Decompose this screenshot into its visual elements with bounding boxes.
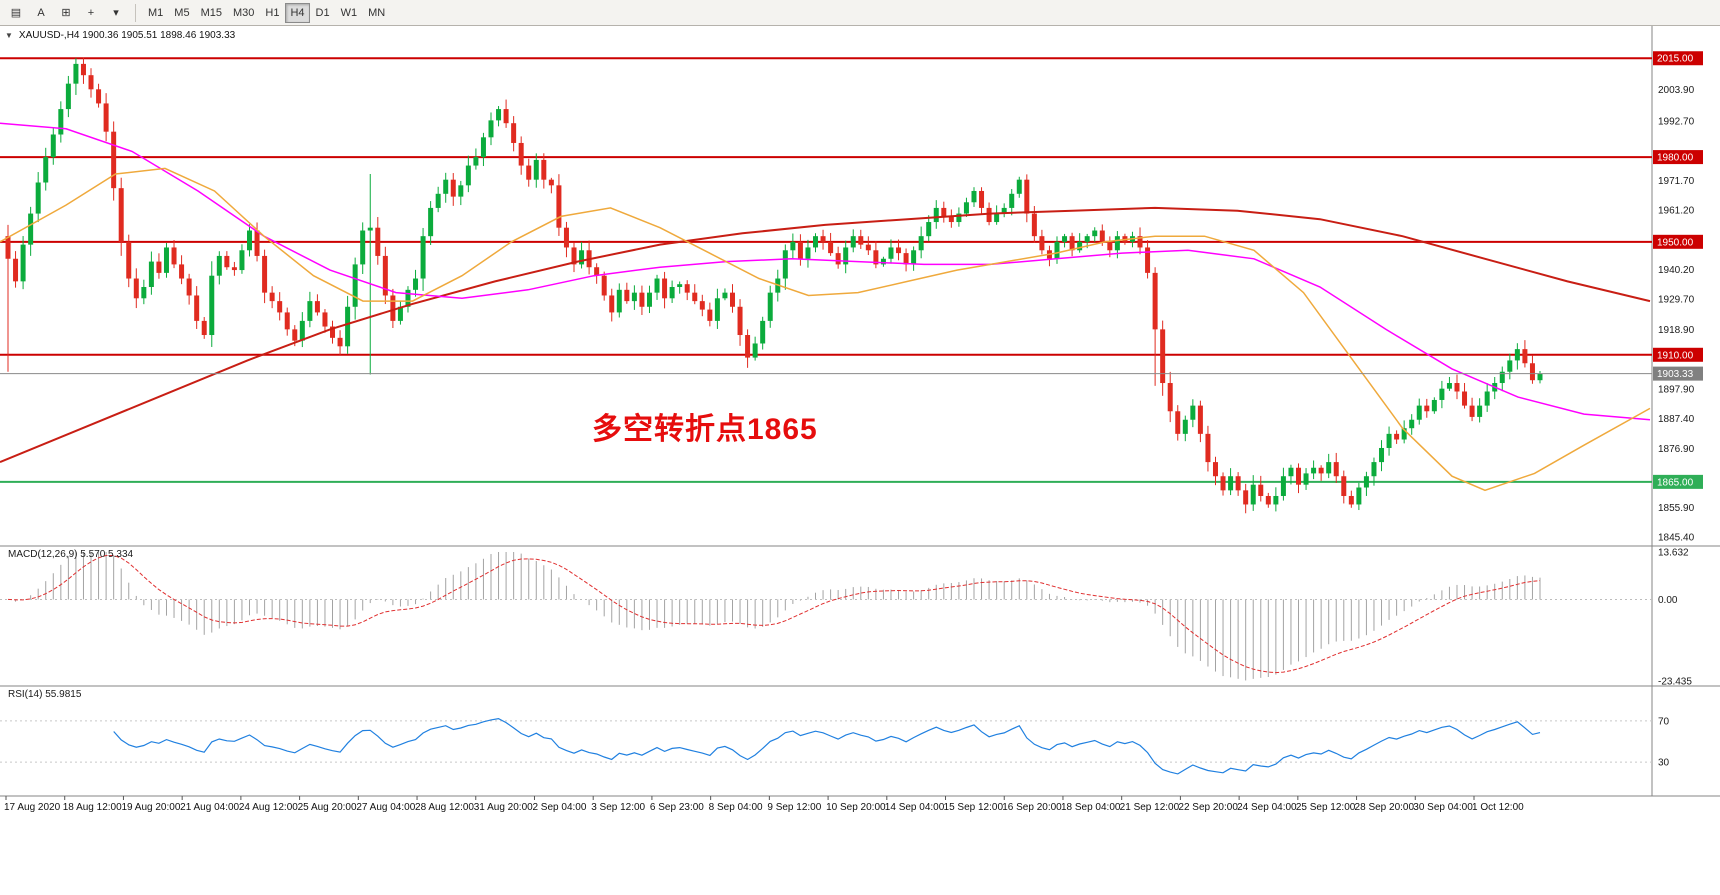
svg-text:70: 70 [1658,716,1670,727]
svg-text:28 Aug 12:00: 28 Aug 12:00 [415,802,474,813]
svg-text:3 Sep 12:00: 3 Sep 12:00 [591,802,645,813]
svg-text:0.00: 0.00 [1658,595,1678,606]
price-badge: 1980.00 [1653,150,1703,165]
svg-text:1910.00: 1910.00 [1657,350,1694,361]
svg-text:1980.00: 1980.00 [1657,153,1694,164]
horizontal-level-lines [0,57,1652,483]
macd-signal-line [7,555,1541,674]
timeframe-button-m1[interactable]: M1 [148,6,164,19]
svg-text:10 Sep 20:00: 10 Sep 20:00 [826,802,886,813]
macd-axis: 13.632 0.00 -23.435 [1658,548,1692,688]
ma-slow-line [0,206,1651,464]
ma-fast-line [0,167,1651,492]
text-frame-icon[interactable]: ⊞ [61,7,71,19]
svg-text:1918.90: 1918.90 [1658,325,1695,336]
svg-text:30 Sep 04:00: 30 Sep 04:00 [1413,802,1473,813]
svg-text:8 Sep 04:00: 8 Sep 04:00 [709,802,763,813]
svg-text:25 Aug 20:00: 25 Aug 20:00 [298,802,357,813]
svg-text:28 Sep 20:00: 28 Sep 20:00 [1355,802,1415,813]
svg-text:18 Aug 12:00: 18 Aug 12:00 [63,802,122,813]
timeframe-toolbar: M1 M5 M15 M30 H1 H4 D1 W1 MN [143,2,390,23]
svg-text:-23.435: -23.435 [1658,677,1692,688]
price-badge: 1950.00 [1653,234,1703,249]
svg-text:1855.90: 1855.90 [1658,503,1695,514]
svg-text:30: 30 [1658,758,1670,769]
svg-text:6 Sep 23:00: 6 Sep 23:00 [650,802,704,813]
candlesticks-layer [5,57,1543,514]
draw-tools-dropdown-icon[interactable]: ▾ [113,7,119,19]
price-badge: 1910.00 [1653,347,1703,362]
panel-borders [0,26,1720,797]
timeframe-button-mn[interactable]: MN [368,6,386,19]
top-toolbar: ▤ A ⊞ + ▾ M1 M5 M15 M30 H1 H4 D1 W1 MN [0,0,1720,26]
svg-text:22 Sep 20:00: 22 Sep 20:00 [1178,802,1238,813]
price-badge: 1903.33 [1653,366,1703,381]
timeframe-button-h1[interactable]: H1 [265,6,280,19]
price-axis: 2003.90 1992.70 1971.70 1961.20 1940.20 1929.… [1658,85,1695,544]
svg-text:15 Sep 12:00: 15 Sep 12:00 [944,802,1004,813]
svg-text:1971.70: 1971.70 [1658,176,1695,187]
time-axis: 17 Aug 2020 18 Aug 12:00 19 Aug 20:00 21 Au… [4,796,1524,813]
crosshair-icon[interactable]: + [87,6,95,19]
svg-text:1876.90: 1876.90 [1658,444,1695,455]
svg-text:1 Oct 12:00: 1 Oct 12:00 [1472,802,1524,813]
rsi-panel: 70 30 [0,716,1670,775]
svg-text:1961.20: 1961.20 [1658,206,1695,217]
chart-list-icon[interactable]: ▤ [10,7,22,19]
timeframe-button-m5[interactable]: M5 [174,6,190,19]
svg-text:25 Sep 12:00: 25 Sep 12:00 [1296,802,1356,813]
price-badge: 2015.00 [1653,51,1703,66]
price-badge: 1865.00 [1653,474,1703,489]
chart-annotation-text: 多空转折点1865 [592,413,818,446]
toolbar-icons: ▤ A ⊞ + ▾ [4,3,128,23]
svg-text:21 Sep 12:00: 21 Sep 12:00 [1120,802,1180,813]
svg-text:2 Sep 04:00: 2 Sep 04:00 [532,802,586,813]
text-label-icon[interactable]: A [37,6,45,19]
svg-text:16 Sep 20:00: 16 Sep 20:00 [1002,802,1062,813]
timeframe-button-m15[interactable]: M15 [200,6,222,19]
svg-text:24 Aug 12:00: 24 Aug 12:00 [239,802,298,813]
svg-text:9 Sep 12:00: 9 Sep 12:00 [767,802,821,813]
svg-text:2015.00: 2015.00 [1657,54,1694,65]
svg-text:17 Aug 2020: 17 Aug 2020 [4,802,61,813]
timeframe-button-d1[interactable]: D1 [315,6,330,19]
svg-text:18 Sep 04:00: 18 Sep 04:00 [1061,802,1121,813]
svg-text:14 Sep 04:00: 14 Sep 04:00 [885,802,945,813]
rsi-indicator-label: RSI(14) 55.9815 [8,689,82,700]
timeframe-button-h4[interactable]: H4 [285,2,310,23]
svg-text:1992.70: 1992.70 [1658,117,1695,128]
macd-indicator-label: MACD(12,26,9) 5.570 5.334 [8,549,134,560]
svg-text:1929.70: 1929.70 [1658,295,1695,306]
svg-text:31 Aug 20:00: 31 Aug 20:00 [474,802,533,813]
svg-text:1845.40: 1845.40 [1658,533,1695,544]
svg-text:1903.33: 1903.33 [1657,369,1694,380]
svg-text:1897.90: 1897.90 [1658,384,1695,395]
svg-text:1865.00: 1865.00 [1657,477,1694,488]
timeframe-button-w1[interactable]: W1 [340,6,358,19]
svg-text:27 Aug 04:00: 27 Aug 04:00 [356,802,415,813]
symbol-expand-icon[interactable]: ▼ [5,31,13,40]
svg-text:2003.90: 2003.90 [1658,85,1695,96]
svg-text:19 Aug 20:00: 19 Aug 20:00 [121,802,180,813]
toolbar-separator [135,3,136,22]
ma-mid-line [0,122,1651,421]
symbol-ohlc-text: XAUUSD-,H4 1900.36 1905.51 1898.46 1903.… [18,30,236,41]
svg-text:21 Aug 04:00: 21 Aug 04:00 [180,802,239,813]
svg-text:1887.40: 1887.40 [1658,414,1695,425]
svg-text:13.632: 13.632 [1658,548,1689,559]
svg-text:1950.00: 1950.00 [1657,237,1694,248]
timeframe-button-m30[interactable]: M30 [232,6,255,19]
chart-symbol-line: ▼ XAUUSD-,H4 1900.36 1905.51 1898.46 190… [5,30,235,41]
svg-text:24 Sep 04:00: 24 Sep 04:00 [1237,802,1297,813]
macd-histogram [0,552,1652,681]
svg-text:1940.20: 1940.20 [1658,265,1695,276]
